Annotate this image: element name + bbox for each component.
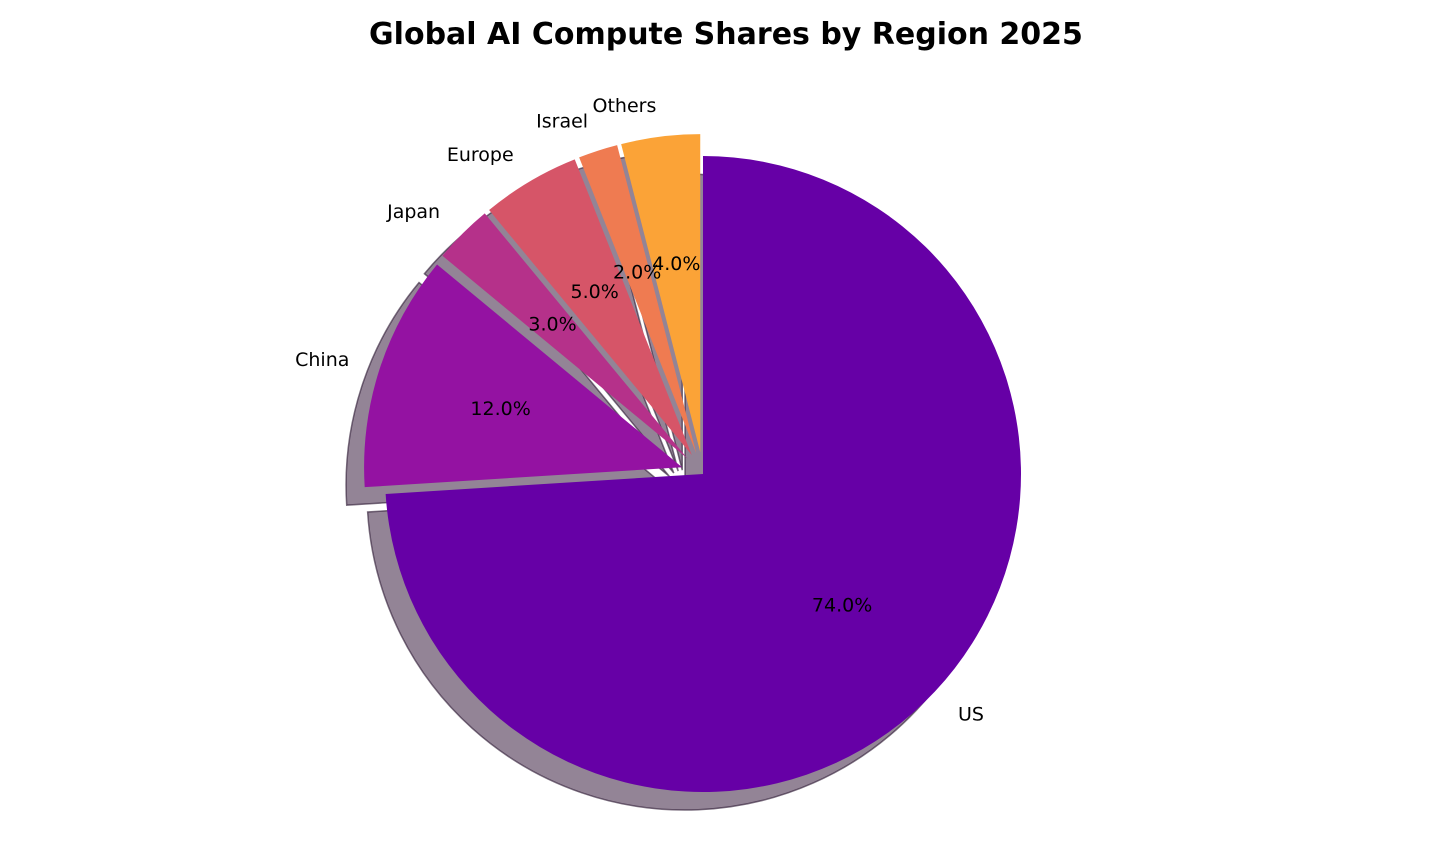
chart-title: Global AI Compute Shares by Region 2025 bbox=[369, 17, 1083, 52]
slice-pct-label-china: 12.0% bbox=[470, 398, 530, 420]
pie-slice-china bbox=[364, 264, 683, 488]
slice-pct-label-us: 74.0% bbox=[812, 595, 872, 617]
pie-slice-others bbox=[621, 134, 701, 453]
pie-slice-us bbox=[385, 155, 1022, 792]
pie-slice-japan bbox=[442, 213, 688, 459]
slice-pct-label-europe: 5.0% bbox=[571, 281, 619, 303]
pct-layer: 74.0% 12.0% 3.0% 5.0%2.0%4.0% bbox=[470, 253, 872, 617]
slice-label-europe: Europe bbox=[447, 144, 514, 166]
slice-pct-label-others: 4.0% bbox=[652, 253, 700, 275]
slice-label-others: Others bbox=[593, 95, 657, 117]
pie-slice-israel bbox=[579, 145, 697, 454]
slice-label-japan: Japan bbox=[386, 201, 440, 223]
slice-label-israel: Israel bbox=[536, 110, 588, 132]
pie-slice-europe bbox=[489, 159, 692, 456]
slice-pct-label-israel: 2.0% bbox=[613, 262, 661, 284]
slice-layer bbox=[364, 134, 1022, 792]
slice-label-us: US bbox=[958, 704, 984, 726]
slice-pct-label-japan: 3.0% bbox=[528, 314, 576, 336]
slice-label-china: China bbox=[295, 349, 349, 371]
